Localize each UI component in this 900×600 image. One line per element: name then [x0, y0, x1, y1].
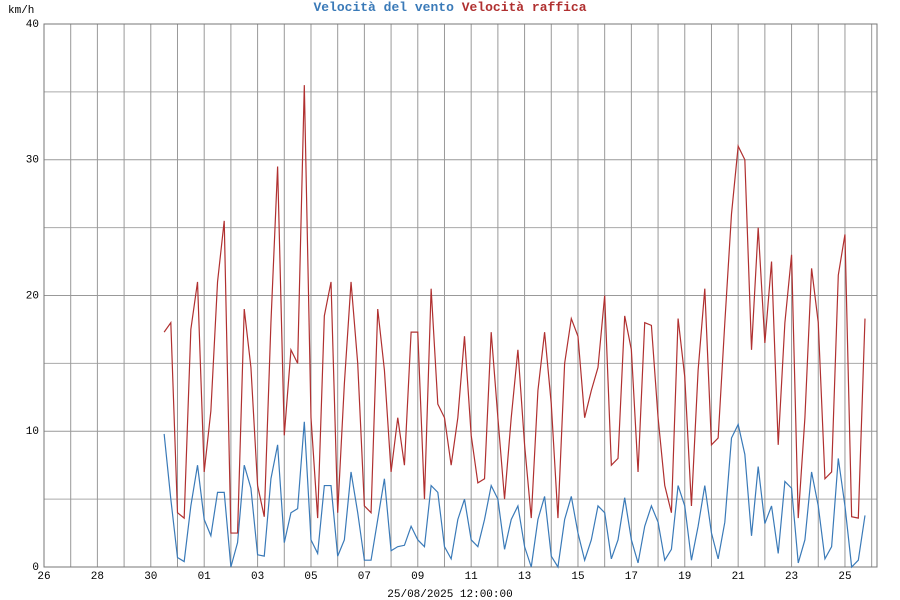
x-tick-label: 21 — [732, 571, 746, 583]
plot-frame — [43, 23, 878, 568]
legend: Velocità del vento Velocità raffica — [313, 0, 586, 15]
legend-entry: Velocità del vento — [313, 0, 454, 15]
x-tick-label: 07 — [358, 571, 371, 583]
x-tick-label: 19 — [678, 571, 691, 583]
y-tick-label: 20 — [26, 290, 39, 302]
series-line — [163, 85, 866, 534]
x-tick-label: 05 — [304, 571, 317, 583]
x-axis-label: 25/08/2025 12:00:00 — [387, 589, 512, 600]
x-tick-label: 03 — [251, 571, 264, 583]
x-tick-label: 17 — [625, 571, 638, 583]
x-tick-label: 15 — [571, 571, 584, 583]
x-tick-label: 01 — [198, 571, 212, 583]
y-unit: km/h — [8, 5, 34, 17]
y-tick-label: 0 — [32, 562, 39, 574]
series-line — [163, 421, 866, 569]
x-tick-label: 26 — [37, 571, 50, 583]
x-tick-label: 11 — [465, 571, 479, 583]
x-tick-label: 13 — [518, 571, 531, 583]
x-tick-label: 23 — [785, 571, 798, 583]
x-tick-label: 25 — [838, 571, 851, 583]
x-tick-label: 09 — [411, 571, 424, 583]
x-tick-label: 30 — [144, 571, 157, 583]
y-tick-label: 30 — [26, 155, 39, 167]
y-tick-label: 10 — [26, 426, 39, 438]
y-tick-label: 40 — [26, 19, 39, 31]
x-tick-label: 28 — [91, 571, 104, 583]
legend-entry: Velocità raffica — [462, 0, 587, 15]
